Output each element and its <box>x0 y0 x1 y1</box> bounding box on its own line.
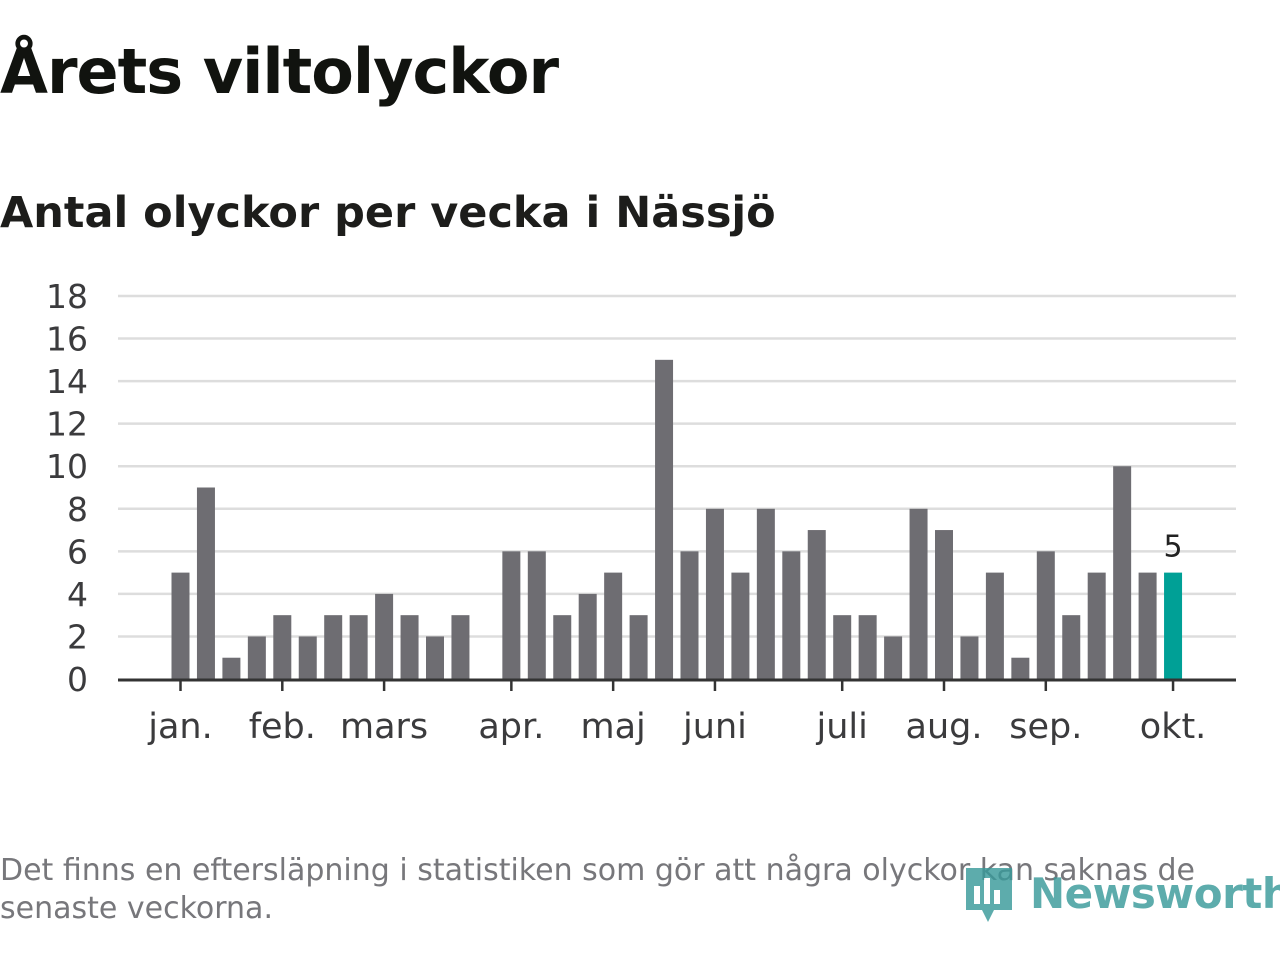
bar-week-6 <box>298 636 317 679</box>
bar-week-23 <box>731 572 750 679</box>
bar-week-32 <box>960 636 979 679</box>
y-tick-label-16: 16 <box>46 320 88 359</box>
bar-week-2 <box>196 487 215 679</box>
bar-week-24 <box>756 508 775 679</box>
x-tick-label-35: sep. <box>1009 707 1082 747</box>
bar-week-25 <box>782 551 801 679</box>
bar-week-31 <box>935 530 953 679</box>
x-axis-ticks: jan. feb. mars apr. maj juni juli aug. sep. okt. <box>147 679 1206 747</box>
bar-week-33 <box>985 572 1004 679</box>
x-tick-label-9: mars <box>340 707 428 747</box>
bar-week-3 <box>222 657 241 679</box>
bar-week-10 <box>400 615 419 679</box>
y-tick-label-2: 2 <box>67 617 88 656</box>
y-tick-label-10: 10 <box>46 447 88 486</box>
bar-week-18 <box>604 572 623 679</box>
bar-week-1 <box>171 572 190 679</box>
x-tick-label-31: aug. <box>906 707 983 747</box>
bar-week-36 <box>1062 615 1081 679</box>
bar-week-5 <box>273 615 292 679</box>
bar-week-17 <box>578 593 597 679</box>
y-tick-label-0: 0 <box>67 660 88 699</box>
bar-week-11 <box>426 636 444 679</box>
bar-week-16 <box>553 615 572 679</box>
bar-week-7 <box>324 615 343 679</box>
x-tick-label-27: juli <box>816 707 868 747</box>
bar-week-14 <box>502 551 521 679</box>
x-tick-label-18: maj <box>581 707 646 747</box>
chart-subtitle: Antal olyckor per vecka i Nässjö <box>0 188 776 238</box>
x-tick-label-14: apr. <box>478 707 544 747</box>
brand-logo: Newsworthy <box>962 858 1280 928</box>
bar-week-39 <box>1138 572 1157 679</box>
bar-week-40 <box>1164 572 1183 679</box>
data-label-week-40: 5 <box>1164 530 1183 565</box>
bar-week-26 <box>807 530 826 679</box>
y-tick-label-14: 14 <box>46 362 88 401</box>
y-tick-label-18: 18 <box>46 277 88 316</box>
bar-week-19 <box>629 615 648 679</box>
bar-week-29 <box>884 636 903 679</box>
y-tick-label-4: 4 <box>67 575 88 614</box>
x-tick-label-22: juni <box>682 707 747 747</box>
bar-week-30 <box>909 508 928 679</box>
bar-week-21 <box>680 551 699 679</box>
chart-title: Årets viltolyckor <box>0 35 559 108</box>
brand-name: Newsworthy <box>1030 868 1280 918</box>
bars <box>171 359 1183 679</box>
bar-week-4 <box>247 636 266 679</box>
y-tick-label-12: 12 <box>46 405 88 444</box>
newsworthy-logo-icon <box>966 868 1012 922</box>
x-tick-label-5: feb. <box>249 707 316 747</box>
bar-week-22 <box>705 508 724 679</box>
bar-week-35 <box>1036 551 1055 679</box>
bar-week-12 <box>451 615 470 679</box>
bar-week-27 <box>833 615 852 679</box>
bar-week-34 <box>1011 657 1030 679</box>
y-tick-label-8: 8 <box>67 490 88 529</box>
x-tick-label-1: jan. <box>147 707 212 747</box>
data-labels: 5 <box>1164 530 1183 565</box>
bar-week-37 <box>1087 572 1106 679</box>
x-tick-label-40: okt. <box>1140 707 1207 747</box>
bar-week-9 <box>375 593 394 679</box>
bar-week-8 <box>349 615 368 679</box>
gridlines <box>118 294 1236 638</box>
bar-week-28 <box>858 615 877 679</box>
bar-week-38 <box>1113 466 1132 679</box>
bar-week-15 <box>527 551 546 679</box>
bar-week-20 <box>655 359 674 679</box>
y-tick-label-6: 6 <box>67 532 88 571</box>
